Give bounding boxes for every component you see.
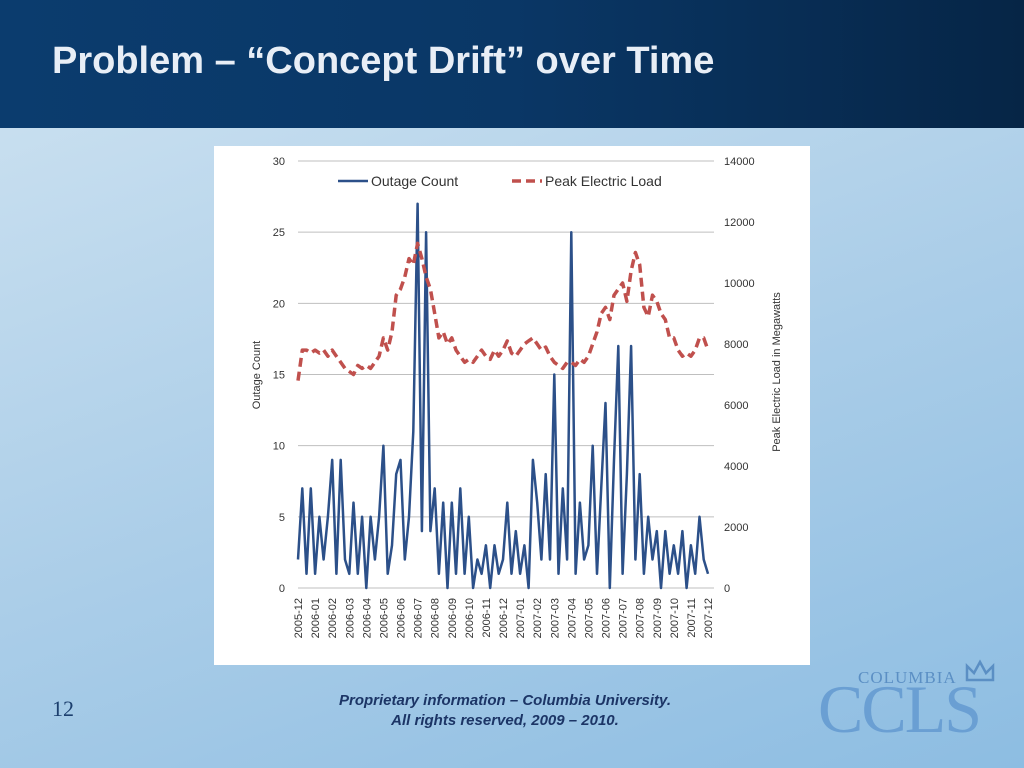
y2-tick-label: 2000 (724, 522, 748, 534)
legend-label: Outage Count (371, 173, 458, 189)
y2-tick-label: 6000 (724, 400, 748, 412)
x-tick-label: 2006-05 (378, 598, 390, 638)
y-tick-label: 5 (279, 512, 285, 524)
x-tick-label: 2006-11 (481, 598, 493, 638)
logo-text: COLUMBIA (858, 668, 957, 687)
x-tick-label: 2006-04 (361, 598, 373, 638)
x-tick-label: 2007-12 (703, 598, 715, 638)
y2-axis-label: Peak Electric Load in Megawatts (771, 292, 783, 452)
y2-tick-label: 8000 (724, 339, 748, 351)
y2-tick-label: 14000 (724, 156, 755, 168)
x-tick-label: 2007-01 (515, 598, 527, 638)
logo-text: CCLS (818, 671, 982, 747)
y-tick-label: 15 (273, 370, 285, 382)
y-tick-label: 20 (273, 298, 285, 310)
x-tick-label: 2006-12 (498, 598, 510, 638)
x-tick-label: 2007-02 (532, 598, 544, 638)
logo-crown (965, 659, 995, 682)
y-tick-label: 30 (273, 156, 285, 168)
y2-tick-label: 10000 (724, 278, 755, 290)
x-tick-label: 2007-11 (686, 598, 698, 638)
x-tick-label: 2007-06 (601, 598, 613, 638)
x-tick-label: 2007-03 (549, 598, 561, 638)
x-tick-label: 2007-10 (669, 598, 681, 638)
title-banner (0, 0, 1024, 128)
y-tick-label: 25 (273, 227, 285, 239)
x-tick-label: 2007-04 (566, 598, 578, 638)
series-line (296, 202, 710, 590)
x-tick-label: 2006-02 (327, 598, 339, 638)
x-tick-label: 2006-06 (396, 598, 408, 638)
x-tick-label: 2007-08 (635, 598, 647, 638)
y2-tick-label: 12000 (724, 217, 755, 229)
x-tick-label: 2006-07 (413, 598, 425, 638)
x-tick-label: 2006-09 (447, 598, 459, 638)
footer-line: All rights reserved, 2009 – 2010. (391, 712, 619, 729)
x-tick-label: 2005-12 (293, 598, 305, 638)
x-tick-label: 2006-01 (310, 598, 322, 638)
y2-tick-label: 0 (724, 583, 730, 595)
series-line (296, 241, 710, 381)
y-axis-label: Outage Count (251, 341, 263, 410)
y-tick-label: 0 (279, 583, 285, 595)
slide-title: Problem – “Concept Drift” over Time (52, 40, 715, 82)
chart: 0 5 10 15 20 25 30 0 2000 4000 6000 8000 10000 12000 1… (251, 156, 783, 638)
x-tick-label: 2007-09 (652, 598, 664, 638)
x-tick-label: 2007-05 (583, 598, 595, 638)
x-tick-label: 2006-03 (344, 598, 356, 638)
y-tick-label: 10 (273, 441, 285, 453)
x-tick-label: 2006-10 (464, 598, 476, 638)
page-number: 12 (52, 696, 74, 721)
chart-panel: 0 5 10 15 20 25 30 0 2000 4000 6000 8000 10000 12000 1… (214, 146, 810, 665)
x-tick-label: 2006-08 (430, 598, 442, 638)
y2-tick-label: 4000 (724, 461, 748, 473)
legend-label: Peak Electric Load (545, 173, 662, 189)
x-tick-label: 2007-07 (618, 598, 630, 638)
footer-line: Proprietary information – Columbia Unive… (338, 692, 671, 709)
